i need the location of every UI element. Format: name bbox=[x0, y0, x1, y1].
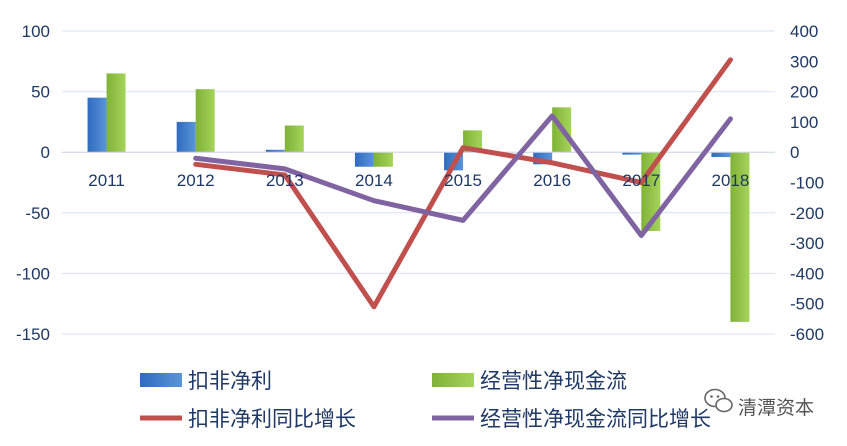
category-label: 2011 bbox=[88, 171, 125, 190]
grid-lines bbox=[62, 30, 775, 335]
line-net-profit-growth bbox=[193, 57, 733, 310]
bar-cash-flow bbox=[730, 152, 750, 322]
bar-cash-flow bbox=[106, 73, 126, 153]
left-tick-label: 0 bbox=[41, 143, 50, 162]
legend-label: 扣非净利同比增长 bbox=[188, 407, 356, 431]
left-tick-label: -50 bbox=[25, 204, 50, 223]
series-lines bbox=[193, 57, 733, 310]
legend-swatch bbox=[432, 373, 474, 387]
legend-label: 扣非净利 bbox=[188, 369, 272, 393]
bar-cash-flow bbox=[284, 125, 304, 153]
bar-net-profit bbox=[265, 149, 285, 153]
left-tick-label: -150 bbox=[16, 325, 50, 344]
legend-item-line2: 经营性净现金流同比增长 bbox=[432, 407, 711, 431]
bar-cash-flow bbox=[195, 89, 215, 153]
left-tick-label: 100 bbox=[22, 22, 50, 41]
left-tick-label: 50 bbox=[31, 83, 50, 102]
right-tick-label: -300 bbox=[790, 234, 824, 253]
bar-net-profit bbox=[176, 121, 196, 153]
category-label: 2013 bbox=[266, 171, 304, 190]
right-tick-label: -200 bbox=[790, 204, 824, 223]
category-label: 2014 bbox=[355, 171, 393, 190]
legend-swatch bbox=[140, 373, 182, 387]
watermark-text: 清潭资本 bbox=[738, 397, 814, 419]
legend: 扣非净利 经营性净现金流 扣非净利同比增长 经营性净现金流同比增长 bbox=[140, 369, 711, 431]
right-tick-label: 300 bbox=[790, 52, 818, 71]
right-tick-label: 400 bbox=[790, 22, 818, 41]
category-label: 2012 bbox=[177, 171, 215, 190]
right-tick-label: -500 bbox=[790, 295, 824, 314]
bar-net-profit bbox=[622, 152, 642, 155]
bars bbox=[87, 73, 750, 322]
left-tick-label: -100 bbox=[16, 264, 50, 283]
right-tick-label: 100 bbox=[790, 113, 818, 132]
legend-item-bar1: 扣非净利 bbox=[140, 369, 272, 393]
legend-label: 经营性净现金流同比增长 bbox=[480, 407, 711, 431]
wechat-icon bbox=[704, 388, 733, 413]
bar-cash-flow bbox=[373, 152, 393, 167]
bar-net-profit bbox=[711, 152, 731, 158]
category-label: 2016 bbox=[533, 171, 571, 190]
legend-item-line1: 扣非净利同比增长 bbox=[140, 407, 356, 431]
category-label: 2015 bbox=[444, 171, 482, 190]
bar-net-profit bbox=[354, 152, 374, 167]
category-label: 2017 bbox=[622, 171, 660, 190]
right-tick-label: -400 bbox=[790, 264, 824, 283]
left-axis-ticks: 100 50 0 -50 -100 -150 bbox=[16, 22, 50, 344]
legend-label: 经营性净现金流 bbox=[480, 369, 627, 393]
right-axis-ticks: 400 300 200 100 0 -100 -200 -300 -400 -500 -600 bbox=[790, 22, 824, 344]
watermark: 清潭资本 bbox=[704, 388, 814, 419]
legend-item-bar2: 经营性净现金流 bbox=[432, 369, 627, 393]
category-label: 2018 bbox=[712, 171, 750, 190]
right-tick-label: -100 bbox=[790, 174, 824, 193]
right-tick-label: 0 bbox=[790, 143, 799, 162]
line-cash-flow-growth bbox=[193, 113, 733, 239]
category-labels: 2011 2012 2013 2014 2015 2016 2017 2018 bbox=[88, 171, 749, 190]
right-tick-label: 200 bbox=[790, 83, 818, 102]
right-tick-label: -600 bbox=[790, 325, 824, 344]
bar-net-profit bbox=[87, 97, 107, 153]
